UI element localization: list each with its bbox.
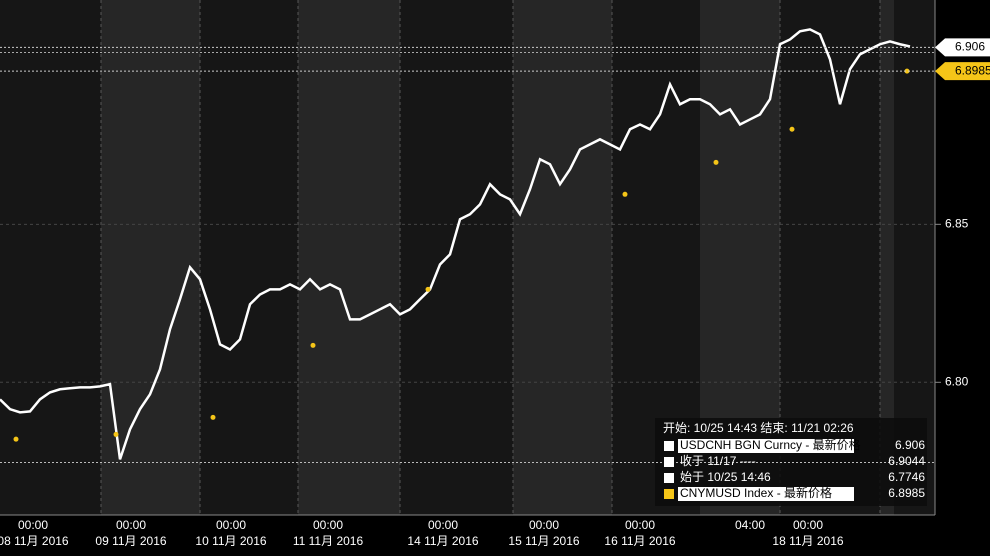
y-tick-label: 6.85 [945,216,969,230]
legend-value: 6.8985 [888,486,925,500]
index-dot [13,436,19,442]
last-flag [935,38,990,57]
legend-value: 6.906 [895,438,925,452]
last-flag [935,62,990,81]
price-line [0,28,911,460]
x-tick-label: 00:00 [216,518,246,532]
legend-swatch [664,489,674,499]
legend-label: 始于 10/25 14:46 [680,470,771,484]
last-flag-label: 6.906 [955,40,985,54]
x-tick-date: 16 11月 2016 [604,534,675,548]
legend-label: 收于 11/17 ---- [680,454,756,468]
y-tick-label: 6.80 [945,374,969,388]
x-tick-label: 00:00 [116,518,146,532]
x-tick-label: 00:00 [529,518,559,532]
index-dot [622,191,628,197]
x-tick-label: 00:00 [18,518,48,532]
index-dot [425,286,431,292]
x-tick-date: 10 11月 2016 [195,534,266,548]
x-tick-label: 00:00 [313,518,343,532]
index-dot [904,68,910,74]
session-lines [100,0,881,515]
legend-swatch [664,473,674,483]
x-tick-date: 15 11月 2016 [508,534,579,548]
legend-title: 开始: 10/25 14:43 结束: 11/21 02:26 [663,421,854,435]
legend-value: 6.9044 [888,454,925,468]
index-dot [113,431,119,437]
index-dot [789,126,795,132]
legend-label: CNYMUSD Index - 最新价格 [680,485,832,500]
legend-swatch [664,441,674,451]
legend-label: USDCNH BGN Curncy - 最新价格 [680,437,861,452]
x-tick-date: 11 11月 2016 [293,534,364,548]
x-tick-label: 00:00 [793,518,823,532]
x-tick-label: 00:00 [625,518,655,532]
x-tick-date: 18 11月 2016 [772,534,843,548]
x-tick-date: 09 11月 2016 [95,534,166,548]
legend-value: 6.7746 [888,470,925,484]
x-tick-label: 00:00 [428,518,458,532]
index-dot [210,414,216,420]
legend-highlight [678,487,854,501]
index-dot [713,159,719,165]
last-flag-label: 6.8985 [955,63,990,77]
legend-highlight [678,439,854,453]
x-tick-date: 08 11月 2016 [0,534,69,548]
x-tick-date: 14 11月 2016 [407,534,478,548]
index-dot [310,342,316,348]
x-tick-label: 04:00 [735,518,765,532]
legend-swatch [664,457,674,467]
